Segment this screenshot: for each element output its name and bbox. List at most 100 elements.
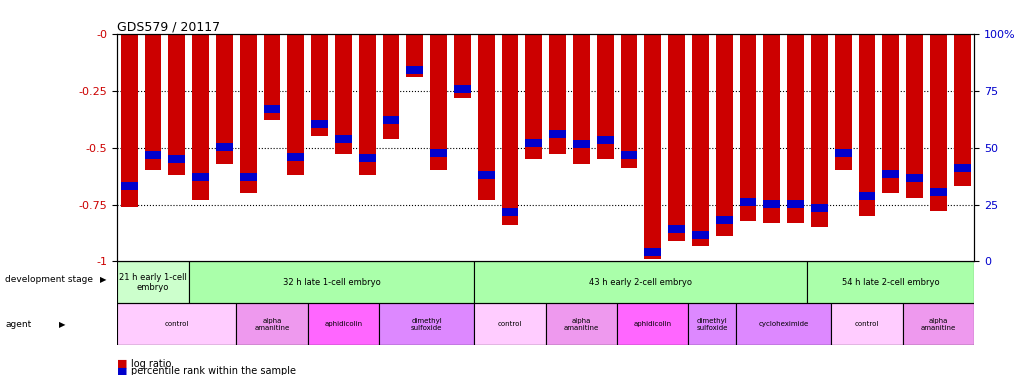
Text: control: control	[164, 321, 189, 327]
Bar	[334, 34, 352, 154]
Bar	[117, 303, 236, 345]
Bar	[807, 261, 973, 303]
Bar	[548, 130, 566, 138]
Bar	[834, 34, 851, 170]
Text: agent: agent	[5, 320, 32, 329]
Text: dimethyl
sulfoxide: dimethyl sulfoxide	[696, 318, 728, 331]
Bar	[620, 34, 637, 168]
Text: 54 h late 2-cell embryo: 54 h late 2-cell embryo	[841, 278, 938, 287]
Bar	[545, 303, 616, 345]
Bar	[168, 34, 185, 175]
Bar	[121, 34, 138, 207]
Bar	[929, 188, 946, 196]
Text: 43 h early 2-cell embryo: 43 h early 2-cell embryo	[589, 278, 692, 287]
Bar	[881, 34, 899, 193]
Bar	[189, 261, 474, 303]
Bar	[359, 154, 375, 162]
Text: ■: ■	[117, 366, 127, 375]
Bar	[787, 200, 803, 208]
Bar	[453, 85, 471, 93]
Bar	[620, 151, 637, 159]
Bar	[287, 153, 304, 160]
Bar	[453, 34, 471, 98]
Bar	[810, 34, 826, 227]
Bar	[382, 116, 399, 124]
Bar	[691, 231, 708, 239]
Bar	[193, 173, 209, 181]
Text: ▶: ▶	[100, 275, 106, 284]
Bar	[953, 164, 969, 172]
Bar	[239, 34, 257, 193]
Bar	[236, 303, 308, 345]
Text: 32 h late 1-cell embryo: 32 h late 1-cell embryo	[282, 278, 380, 287]
Text: alpha
amanitine: alpha amanitine	[920, 318, 955, 331]
Bar	[953, 34, 969, 186]
Text: alpha
amanitine: alpha amanitine	[254, 318, 289, 331]
Bar	[691, 34, 708, 246]
Bar	[145, 152, 161, 159]
Bar	[334, 135, 352, 143]
Bar	[216, 34, 232, 164]
Bar	[263, 34, 280, 120]
Bar	[715, 216, 732, 224]
Bar	[287, 34, 304, 175]
Bar	[667, 225, 684, 232]
Text: log ratio: log ratio	[130, 359, 171, 369]
Bar	[308, 303, 379, 345]
Bar	[477, 171, 494, 179]
Bar	[121, 182, 138, 190]
Bar	[858, 34, 874, 216]
Bar	[311, 120, 328, 128]
Text: 21 h early 1-cell
embryo: 21 h early 1-cell embryo	[119, 273, 186, 292]
Bar	[168, 155, 185, 164]
Bar	[117, 261, 189, 303]
Text: control: control	[497, 321, 522, 327]
Bar	[525, 139, 541, 147]
Bar	[263, 105, 280, 113]
Text: ▶: ▶	[59, 320, 65, 329]
Bar	[477, 34, 494, 200]
Text: GDS579 / 20117: GDS579 / 20117	[117, 21, 220, 34]
Bar	[644, 34, 660, 259]
Bar	[739, 34, 755, 220]
Bar	[929, 34, 946, 212]
Bar	[525, 34, 541, 159]
Bar	[548, 34, 566, 154]
Bar	[406, 34, 423, 77]
Bar	[644, 249, 660, 256]
Text: cycloheximide: cycloheximide	[758, 321, 808, 327]
Bar	[216, 143, 232, 151]
Bar	[430, 148, 446, 157]
Bar	[905, 174, 922, 182]
Bar	[193, 34, 209, 200]
Bar	[667, 34, 684, 241]
Text: control: control	[854, 321, 878, 327]
Bar	[810, 204, 826, 212]
Bar	[739, 198, 755, 206]
Bar	[596, 136, 613, 144]
Text: ■: ■	[117, 359, 127, 369]
Bar	[616, 303, 688, 345]
Bar	[787, 34, 803, 223]
Bar	[474, 261, 807, 303]
Text: aphidicolin: aphidicolin	[633, 321, 672, 327]
Text: development stage: development stage	[5, 275, 93, 284]
Bar	[596, 34, 613, 159]
Bar	[382, 34, 399, 138]
Bar	[239, 173, 257, 181]
Bar	[762, 34, 780, 223]
Bar	[715, 34, 732, 237]
Bar	[145, 34, 161, 170]
Text: alpha
amanitine: alpha amanitine	[564, 318, 598, 331]
Bar	[834, 148, 851, 157]
Bar	[379, 303, 474, 345]
Text: aphidicolin: aphidicolin	[324, 321, 362, 327]
Bar	[905, 34, 922, 198]
Bar	[406, 66, 423, 74]
Bar	[830, 303, 902, 345]
Bar	[501, 208, 518, 216]
Bar	[430, 34, 446, 170]
Bar	[858, 192, 874, 200]
Text: percentile rank within the sample: percentile rank within the sample	[130, 366, 296, 375]
Text: dimethyl
sulfoxide: dimethyl sulfoxide	[411, 318, 442, 331]
